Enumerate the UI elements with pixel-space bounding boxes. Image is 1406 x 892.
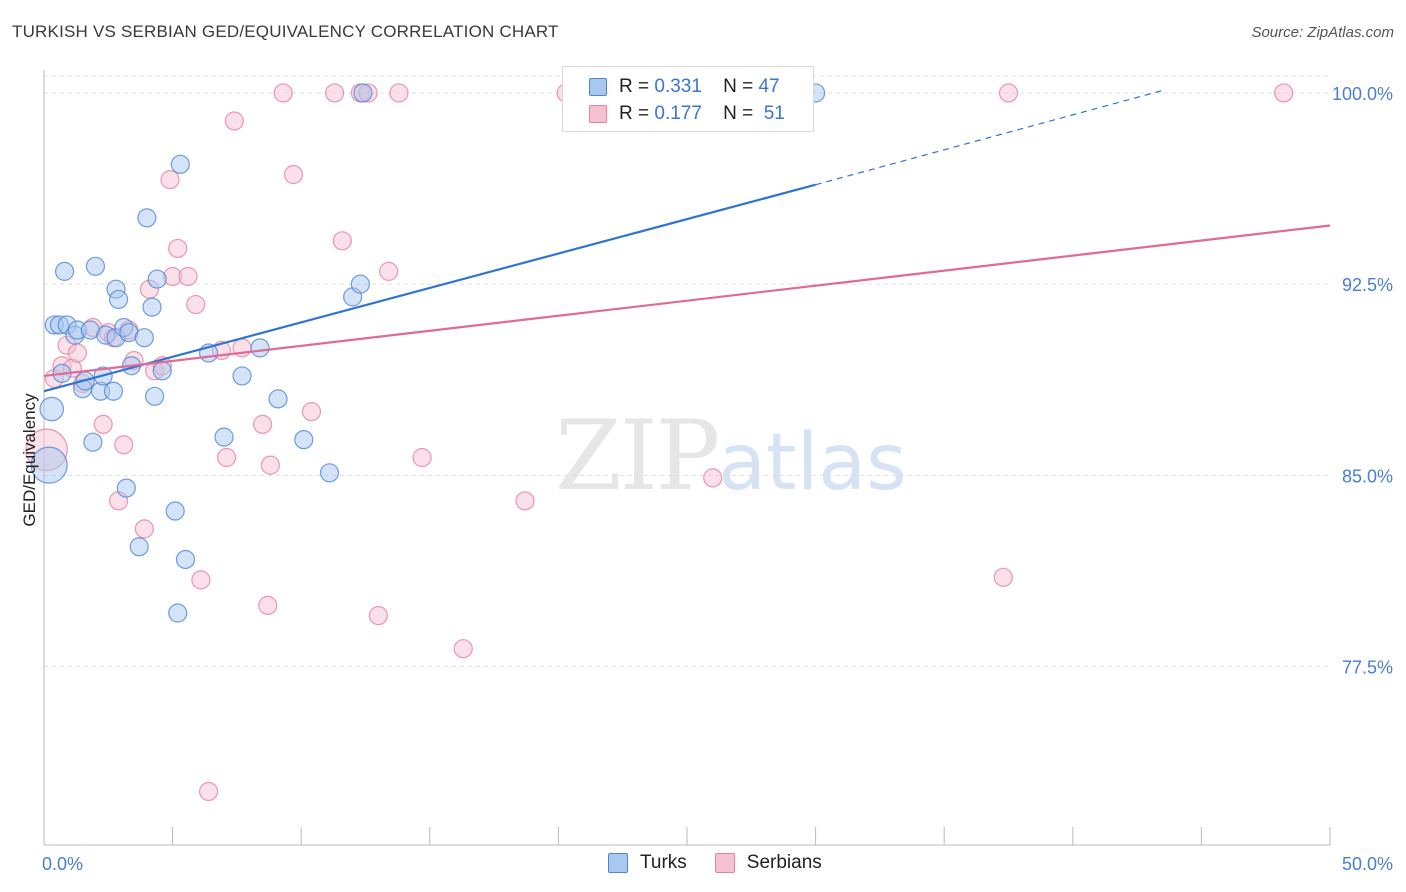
turks-point bbox=[165, 501, 185, 521]
turks-point bbox=[353, 83, 373, 103]
turks-point bbox=[319, 463, 340, 483]
serbians-point bbox=[160, 170, 180, 190]
serbians-point bbox=[515, 491, 535, 511]
turks-trend-line bbox=[43, 183, 816, 393]
legend-r-value: 0.331 bbox=[654, 76, 702, 97]
serbians-point bbox=[199, 781, 219, 802]
serbians-point bbox=[258, 595, 278, 615]
trend-lines bbox=[43, 89, 1331, 393]
serbians-point bbox=[325, 83, 345, 103]
legend-r-label: R = bbox=[619, 76, 650, 97]
legend-label-turks: Turks bbox=[640, 852, 687, 873]
turks-point bbox=[39, 396, 65, 422]
y-tick-label: 85.0% bbox=[1342, 466, 1393, 486]
turks-point bbox=[85, 256, 106, 276]
turks-point bbox=[147, 269, 167, 289]
turks-trend-extension bbox=[815, 89, 1163, 186]
turks-point bbox=[129, 537, 149, 557]
correlation-legend: R = 0.331 N = 47 R = 0.177 N = 51 bbox=[562, 66, 814, 132]
turks-points bbox=[30, 83, 826, 623]
serbians-point bbox=[260, 455, 280, 475]
serbians-point bbox=[993, 567, 1013, 587]
turks-point bbox=[83, 432, 103, 452]
serbians-points bbox=[25, 83, 1294, 802]
x-tick-label-max: 50.0% bbox=[1342, 854, 1393, 874]
legend-row-turks: R = 0.331 N = 47 bbox=[589, 75, 780, 99]
legend-row-serbians: R = 0.177 N = 51 bbox=[589, 102, 785, 126]
legend-n-label: N = bbox=[723, 103, 754, 124]
serbians-point bbox=[412, 447, 432, 468]
serbians-point bbox=[332, 231, 352, 251]
turks-point bbox=[137, 208, 157, 228]
legend-n-value: 47 bbox=[758, 76, 780, 97]
source-label: Source: ZipAtlas.com bbox=[1251, 24, 1394, 41]
serbians-point bbox=[178, 266, 198, 287]
serbians-point bbox=[998, 83, 1019, 103]
turks-point bbox=[175, 549, 196, 570]
turks-point bbox=[350, 274, 370, 294]
legend-item-turks[interactable]: Turks bbox=[608, 852, 687, 874]
series-legend: Turks Serbians bbox=[608, 852, 850, 874]
legend-item-serbians[interactable]: Serbians bbox=[714, 852, 822, 874]
turks-point bbox=[134, 328, 154, 348]
turks-point bbox=[144, 386, 165, 406]
serbians-point bbox=[283, 164, 304, 185]
axes bbox=[43, 70, 1331, 846]
x-tick-label-min: 0.0% bbox=[42, 854, 83, 874]
serbians-point bbox=[93, 414, 113, 434]
turks-point bbox=[268, 389, 288, 409]
serbians-point bbox=[368, 605, 388, 626]
turks-point bbox=[294, 430, 314, 450]
watermark: ZIPatlas bbox=[555, 400, 907, 512]
legend-r-value: 0.177 bbox=[654, 103, 702, 124]
tick-labels: 77.5% 85.0% 92.5% 100.0% 0.0% 50.0% GED/Equiva… bbox=[20, 84, 1393, 874]
serbians-point bbox=[67, 343, 88, 363]
turks-point bbox=[152, 361, 172, 381]
legend-n-value: 51 bbox=[763, 103, 785, 124]
watermark-zip: ZIP bbox=[555, 400, 720, 512]
watermark-atlas: atlas bbox=[718, 418, 907, 508]
turks-swatch bbox=[589, 78, 607, 96]
turks-point bbox=[142, 297, 162, 317]
legend-r-label: R = bbox=[619, 103, 650, 124]
turks-point bbox=[30, 446, 68, 484]
y-axis-title: GED/Equivalency bbox=[20, 393, 39, 527]
serbians-point bbox=[168, 238, 188, 259]
serbians-point bbox=[273, 83, 293, 103]
serbians-point bbox=[389, 83, 409, 103]
turks-point bbox=[214, 427, 234, 447]
serbians-point bbox=[134, 519, 154, 539]
serbians-point bbox=[217, 447, 237, 468]
serbians-swatch bbox=[589, 105, 607, 123]
y-tick-label: 77.5% bbox=[1342, 658, 1393, 678]
serbians-swatch bbox=[714, 853, 735, 873]
serbians-point bbox=[453, 639, 473, 659]
turks-point bbox=[250, 338, 270, 358]
turks-swatch bbox=[608, 853, 628, 873]
serbians-trend-line bbox=[43, 224, 1331, 378]
serbians-point bbox=[379, 261, 399, 281]
turks-point bbox=[170, 154, 190, 174]
turks-point bbox=[168, 603, 188, 623]
serbians-point bbox=[114, 435, 134, 455]
legend-n-label: N = bbox=[723, 76, 754, 97]
serbians-point bbox=[186, 294, 206, 315]
serbians-point bbox=[703, 468, 723, 488]
serbians-point bbox=[253, 414, 273, 434]
chart-title: TURKISH VS SERBIAN GED/EQUIVALENCY CORRE… bbox=[12, 22, 559, 41]
turks-point bbox=[116, 478, 136, 498]
turks-point bbox=[232, 366, 252, 386]
y-tick-label: 100.0% bbox=[1332, 84, 1393, 104]
turks-point bbox=[108, 289, 129, 310]
serbians-point bbox=[301, 402, 322, 422]
turks-point bbox=[103, 381, 124, 401]
serbians-point bbox=[191, 570, 211, 590]
turks-point bbox=[54, 261, 75, 281]
legend-label-serbians: Serbians bbox=[746, 852, 822, 873]
serbians-point bbox=[224, 111, 244, 131]
y-tick-label: 92.5% bbox=[1342, 275, 1393, 295]
serbians-point bbox=[1274, 83, 1294, 103]
